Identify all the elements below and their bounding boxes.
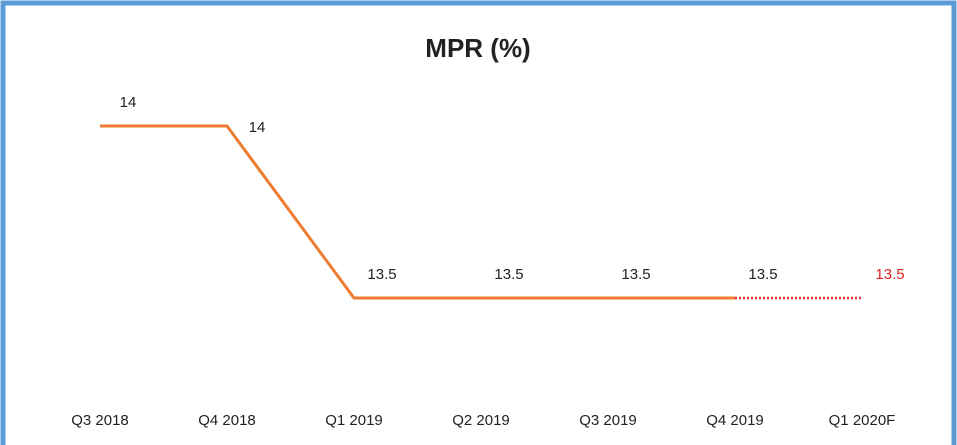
x-tick-label: Q2 2019 xyxy=(452,412,510,429)
x-tick-label: Q4 2018 xyxy=(198,412,256,429)
x-tick-label: Q4 2019 xyxy=(706,412,764,429)
x-tick-label: Q3 2019 xyxy=(579,412,637,429)
data-label: 13.5 xyxy=(621,266,650,283)
data-label: 13.5 xyxy=(748,266,777,283)
chart-title: MPR (%) xyxy=(425,33,530,63)
data-label: 14 xyxy=(120,94,137,111)
data-label: 13.5 xyxy=(875,266,904,283)
line-series xyxy=(100,124,735,300)
x-tick-label: Q1 2019 xyxy=(325,412,383,429)
x-tick-label: Q1 2020F xyxy=(829,412,896,429)
data-label: 14 xyxy=(249,119,266,136)
data-label: 13.5 xyxy=(494,266,523,283)
data-label: 13.5 xyxy=(367,266,396,283)
x-tick-label: Q3 2018 xyxy=(71,412,129,429)
